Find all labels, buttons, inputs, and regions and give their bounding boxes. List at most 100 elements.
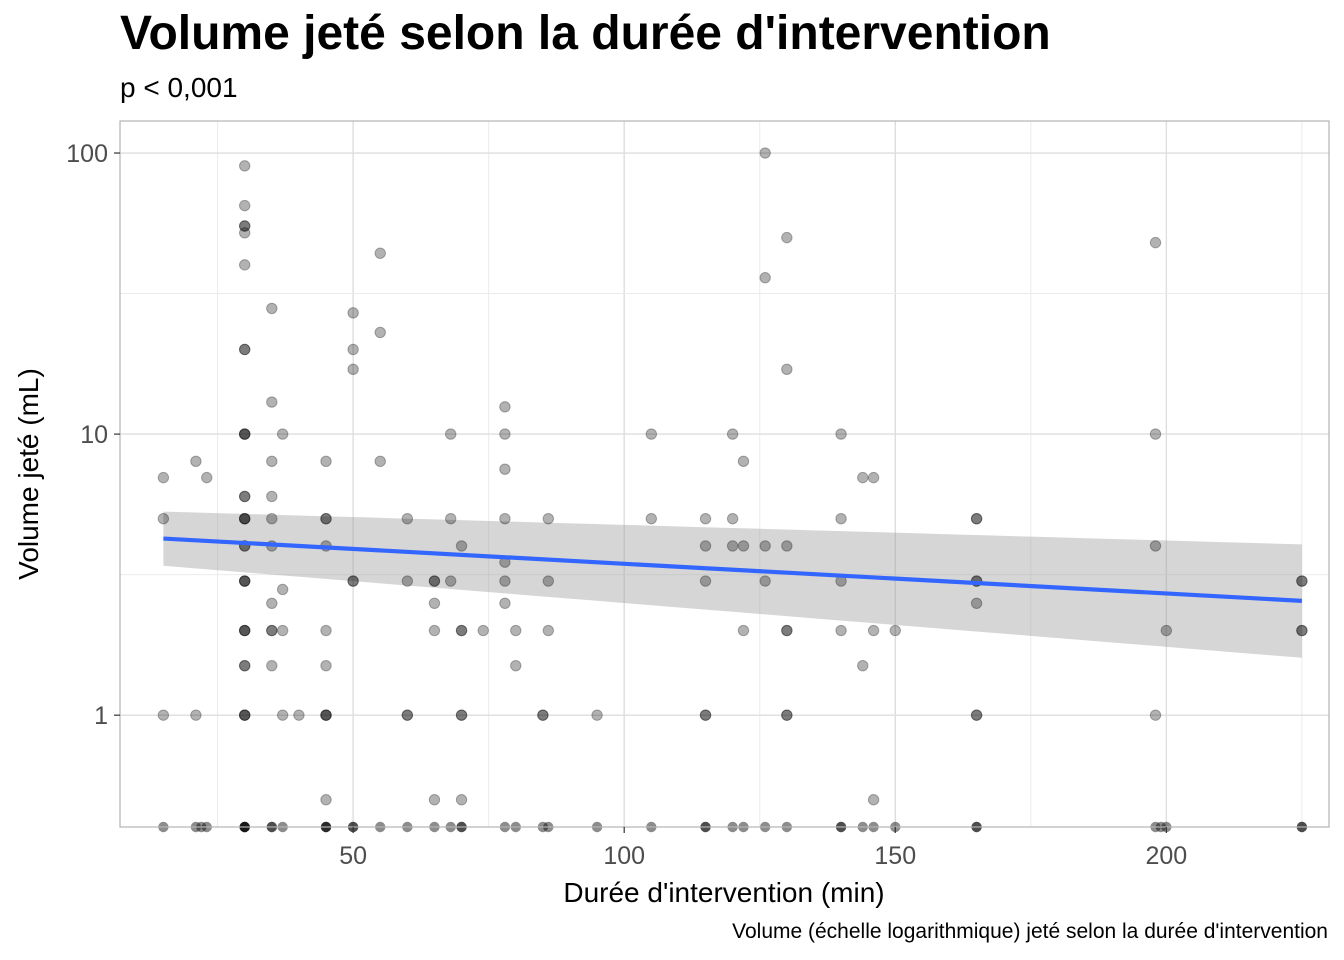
data-point bbox=[238, 709, 251, 721]
data-point bbox=[347, 575, 359, 587]
data-point bbox=[266, 624, 278, 637]
data-point bbox=[699, 709, 712, 721]
data-point bbox=[401, 575, 414, 587]
data-point bbox=[455, 540, 468, 552]
x-tick-label: 100 bbox=[603, 842, 645, 870]
data-point bbox=[499, 463, 511, 475]
data-point bbox=[428, 794, 441, 806]
data-point bbox=[266, 624, 278, 637]
data-point bbox=[201, 471, 213, 484]
data-point bbox=[781, 709, 793, 721]
data-point bbox=[293, 709, 305, 721]
data-point bbox=[347, 363, 359, 376]
grid-lines bbox=[120, 121, 1329, 827]
data-point bbox=[477, 624, 489, 637]
data-point bbox=[970, 512, 983, 525]
data-point bbox=[499, 512, 511, 525]
data-point bbox=[238, 220, 251, 232]
data-point bbox=[157, 471, 170, 484]
data-point bbox=[238, 709, 251, 721]
data-point bbox=[970, 597, 983, 610]
data-point bbox=[238, 624, 251, 637]
data-point bbox=[781, 624, 793, 637]
data-point bbox=[238, 575, 251, 587]
data-point bbox=[542, 624, 555, 637]
data-point bbox=[1149, 236, 1162, 249]
data-point bbox=[1296, 575, 1308, 587]
data-point bbox=[238, 512, 251, 525]
data-point bbox=[499, 428, 511, 440]
data-point bbox=[537, 709, 549, 721]
data-point bbox=[726, 428, 739, 440]
data-point bbox=[190, 455, 202, 468]
data-point bbox=[781, 624, 793, 637]
data-point bbox=[781, 540, 793, 552]
data-point bbox=[445, 512, 457, 525]
data-point bbox=[157, 709, 170, 721]
data-point bbox=[699, 709, 712, 721]
data-point bbox=[857, 471, 869, 484]
data-point bbox=[835, 428, 847, 440]
axes: 50 100 150 200 1 10 100 bbox=[66, 140, 1187, 870]
x-tick-label: 50 bbox=[339, 842, 367, 870]
data-point bbox=[238, 575, 251, 587]
data-point bbox=[320, 512, 332, 525]
data-point bbox=[726, 512, 739, 525]
data-point bbox=[970, 512, 983, 525]
data-point bbox=[542, 512, 555, 525]
data-point bbox=[401, 512, 414, 525]
data-point bbox=[238, 343, 251, 356]
data-point bbox=[374, 247, 386, 259]
data-point bbox=[737, 540, 750, 552]
data-point bbox=[238, 512, 251, 525]
data-point bbox=[266, 512, 278, 525]
x-axis-label: Durée d'intervention (min) bbox=[563, 877, 884, 908]
data-point bbox=[238, 709, 251, 721]
data-point bbox=[238, 512, 251, 525]
data-point bbox=[238, 343, 251, 356]
data-point bbox=[737, 624, 750, 637]
data-point bbox=[1296, 624, 1308, 637]
data-point bbox=[320, 512, 332, 525]
data-point bbox=[276, 624, 289, 637]
data-point bbox=[499, 575, 511, 587]
data-point bbox=[276, 709, 289, 721]
data-point bbox=[970, 709, 983, 721]
data-point bbox=[645, 428, 658, 440]
data-point bbox=[320, 794, 332, 806]
data-point bbox=[1149, 428, 1162, 440]
data-point bbox=[238, 659, 251, 672]
data-point bbox=[238, 160, 251, 172]
data-point bbox=[320, 455, 332, 468]
data-point bbox=[238, 428, 251, 440]
data-point bbox=[737, 455, 750, 468]
data-point bbox=[445, 428, 457, 440]
data-point bbox=[276, 583, 289, 596]
y-tick-label: 1 bbox=[94, 702, 108, 730]
x-tick-label: 150 bbox=[874, 842, 916, 870]
data-point bbox=[238, 428, 251, 440]
data-point bbox=[190, 709, 202, 721]
panel-border bbox=[119, 120, 1330, 828]
data-point bbox=[455, 624, 468, 637]
chart-subtitle: p < 0,001 bbox=[120, 72, 238, 103]
data-point bbox=[867, 471, 880, 484]
data-point bbox=[320, 709, 332, 721]
data-point bbox=[759, 540, 771, 552]
data-points bbox=[157, 147, 1308, 833]
data-point bbox=[347, 343, 359, 356]
data-point bbox=[238, 490, 251, 503]
data-point bbox=[238, 624, 251, 637]
data-point bbox=[510, 659, 522, 672]
data-point bbox=[591, 709, 603, 721]
data-point bbox=[759, 147, 771, 159]
data-point bbox=[428, 575, 441, 587]
data-point bbox=[542, 575, 555, 587]
data-point bbox=[759, 272, 771, 284]
data-point bbox=[781, 709, 793, 721]
data-point bbox=[835, 624, 847, 637]
data-point bbox=[238, 624, 251, 637]
confidence-band bbox=[163, 511, 1302, 658]
data-point bbox=[726, 540, 739, 552]
data-point bbox=[374, 455, 386, 468]
